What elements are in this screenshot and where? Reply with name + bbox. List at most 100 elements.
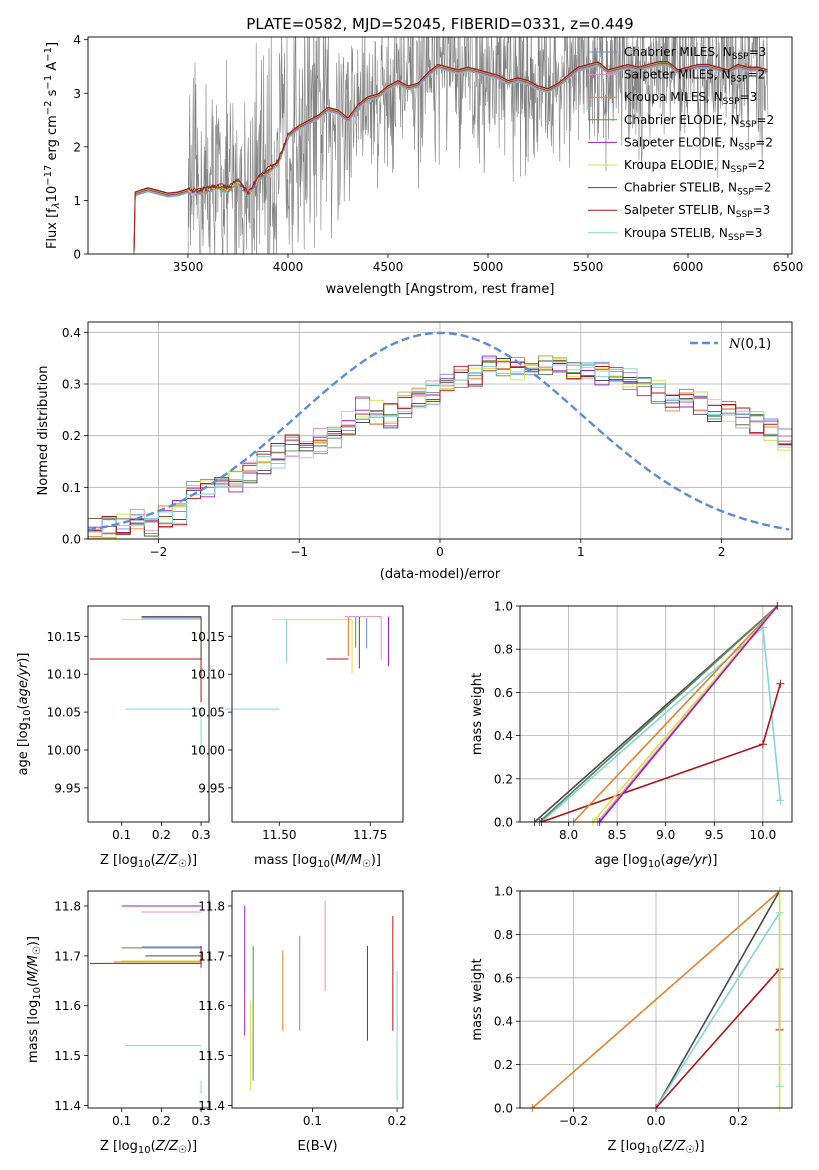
x-tick-label: 0.1 (112, 828, 131, 842)
x-axis-label-part: mass [log (254, 853, 317, 868)
histogram-series-line (88, 357, 792, 539)
x-axis-label: wavelength [Angstrom, rest frame] (326, 282, 555, 297)
legend-label-name: Chabrier STELIB, N (624, 181, 737, 195)
legend-label-name: Salpeter MILES, N (624, 68, 731, 82)
y-tick-label: 11.7 (198, 949, 225, 963)
x-axis-label-part: E(B-V) (297, 1139, 337, 1154)
x-tick-label: 0.2 (152, 1114, 171, 1128)
x-tick-label: 11.50 (262, 828, 296, 842)
legend-label-sub: SSP (736, 210, 753, 220)
y-tick-label: 10.15 (191, 630, 225, 644)
weight-series-line (655, 966, 781, 1109)
x-tick-label: 8.0 (559, 828, 578, 842)
x-axis-label-part: Z/Z (155, 853, 179, 868)
axes-frame (519, 890, 793, 1109)
x-axis-label-part: ☉ (362, 859, 371, 870)
y-tick-label: 10.05 (191, 706, 225, 720)
x-axis-label-part: )] (187, 1139, 197, 1154)
y-axis-label-part: mass [log (26, 1000, 41, 1063)
mass-weight-vs-age-chart: 8.0 8.5 9.0 9.5 10.0 0.0 0.2 0.4 0.6 0.8 1.0 mass w… (470, 600, 793, 870)
histogram-series-line (88, 357, 792, 537)
x-axis-label: Z [log10(Z/Z☉)] (100, 853, 197, 870)
x-axis-label-part: ☉ (178, 859, 187, 870)
y-tick-label: 0.0 (62, 533, 81, 547)
legend-label-n: =2 (756, 113, 774, 127)
x-axis-label-part: 10 (645, 1145, 658, 1156)
x-axis-label-part: ( (151, 1139, 156, 1154)
x-tick-label: 5500 (573, 260, 604, 274)
legend-label: N(0,1) (728, 337, 771, 352)
x-axis-label-part: Z [log (607, 1139, 645, 1154)
residual-histogram-chart: −2 −1 0 1 2 0.0 0.1 0.2 0.3 0.4 (data-model)/error… (36, 321, 793, 582)
legend-label-symbol: N (728, 337, 741, 352)
x-axis-label: (data-model)/error (380, 567, 501, 582)
legend-label: Kroupa STELIB, NSSP=3 (624, 226, 762, 243)
y-axis-label-part: 10 (45, 186, 60, 203)
y-axis-label-part: 10 (22, 709, 33, 722)
y-tick-label: 0.4 (62, 326, 81, 340)
x-axis-label: Z [log10(Z/Z☉)] (100, 1139, 197, 1156)
y-tick-label: 10.00 (191, 744, 225, 758)
x-axis-label-part: age/yr (666, 853, 709, 868)
legend-label-name: Salpeter STELIB, N (624, 203, 736, 217)
y-tick-label: 11.8 (54, 899, 81, 913)
x-axis-label-part: ☉ (685, 1145, 694, 1156)
x-axis-label-part: Z [log (100, 1139, 138, 1154)
spectrum-chart: 3500 4000 4500 5000 5500 6000 6500 0 1 2 3 4 wavelen… (43, 33, 804, 297)
legend-label-name: Kroupa MILES, N (624, 90, 723, 104)
y-tick-label: 4 (73, 33, 81, 47)
x-axis-label-part: ( (330, 853, 335, 868)
y-axis-label: age [log10(age/yr)] (16, 653, 33, 776)
observed-spectrum-line (187, 37, 769, 254)
y-axis-label: mass [log10(M/M☉)] (26, 936, 43, 1063)
y-tick-label: 0.1 (62, 481, 81, 495)
x-tick-label: 0.1 (303, 1114, 322, 1128)
legend-label: Kroupa ELODIE, NSSP=2 (624, 158, 765, 175)
legend-label: Salpeter ELODIE, NSSP=2 (624, 135, 773, 152)
y-tick-label: 11.6 (54, 999, 81, 1013)
x-axis-label-part: age [log (595, 853, 648, 868)
legend-label-name: Salpeter ELODIE, N (624, 135, 738, 149)
legend-label: Kroupa MILES, NSSP=3 (624, 90, 757, 107)
y-tick-label: 0.6 (494, 971, 513, 985)
figure-title: PLATE=0582, MJD=52045, FIBERID=0331, z=0… (246, 15, 633, 33)
weight-series-line (531, 890, 781, 1109)
x-tick-label: 6500 (773, 260, 804, 274)
y-axis-label-part: ( (16, 704, 31, 709)
x-axis-label-part: ☉ (178, 1145, 187, 1156)
y-axis-label-part: ( (26, 982, 41, 987)
legend-label-sub: SSP (737, 188, 754, 198)
x-tick-label: 9.5 (705, 828, 724, 842)
legend-label-name: Chabrier MILES, N (624, 45, 732, 59)
y-tick-label: 11.7 (54, 949, 81, 963)
y-axis-label-part: λ (51, 202, 62, 209)
legend-label-sub: SSP (740, 120, 757, 130)
y-tick-label: 0.2 (62, 429, 81, 443)
y-axis-label-part: −1 (43, 75, 54, 90)
x-axis-label-part: )] (694, 1139, 704, 1154)
y-axis-label-part: s (45, 89, 60, 100)
x-tick-label: 3500 (173, 260, 204, 274)
y-tick-label: 11.8 (198, 899, 225, 913)
x-axis-label-part: )] (707, 853, 717, 868)
y-tick-label: 10.10 (47, 668, 81, 682)
y-tick-label: 10.00 (47, 744, 81, 758)
x-axis-label-part: )] (371, 853, 381, 868)
x-axis-label-part: Z/Z (662, 1139, 686, 1154)
legend-label: Chabrier ELODIE, NSSP=2 (624, 113, 774, 130)
model-spectrum-line (133, 61, 768, 253)
legend-label-name: Kroupa STELIB, N (624, 226, 728, 240)
normal-distribution-curve (88, 331, 790, 532)
y-tick-label: 11.4 (54, 1099, 81, 1113)
axes-frame (87, 605, 210, 823)
y-axis-label-part: mass weight (470, 958, 485, 1040)
weight-series-line (599, 605, 779, 823)
x-axis-label-part: (data-model)/error (380, 567, 501, 582)
y-axis-label-part: −1 (43, 47, 54, 62)
weight-series-marker (776, 796, 785, 805)
axes-frame (231, 890, 404, 1109)
x-axis-label-part: 10 (317, 859, 330, 870)
x-tick-label: 0.2 (388, 1114, 407, 1128)
weight-series-line (538, 605, 778, 823)
